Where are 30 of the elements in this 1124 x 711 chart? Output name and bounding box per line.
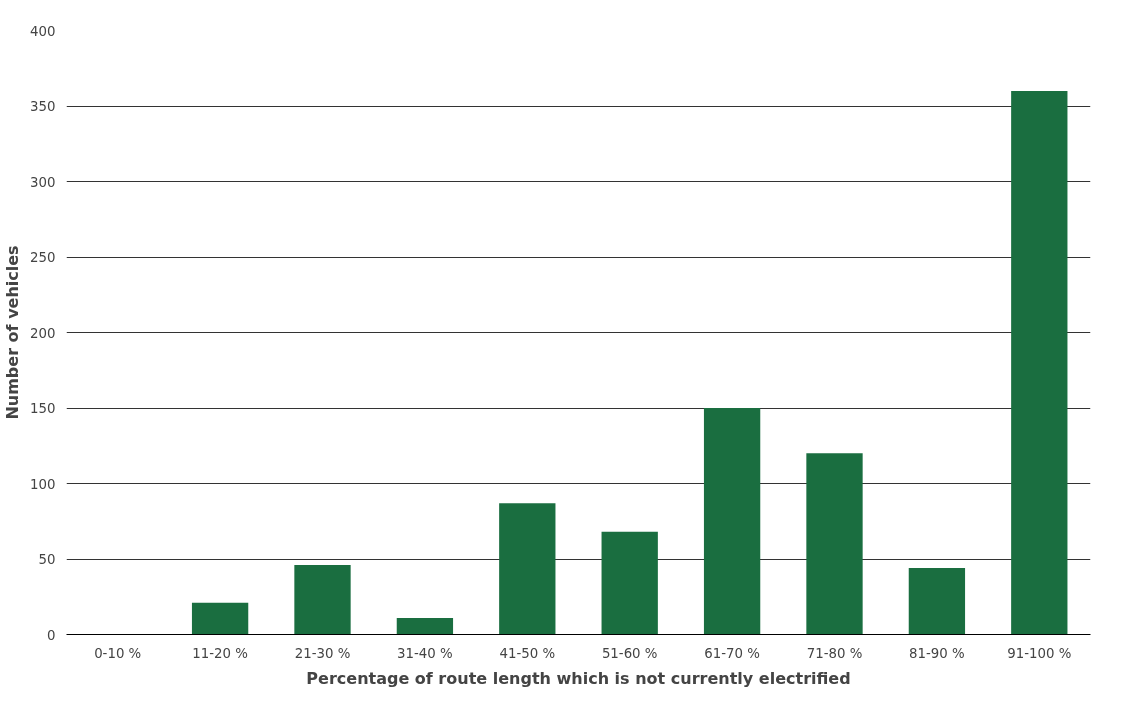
- y-tick-label: 100: [30, 476, 56, 492]
- bar: [908, 568, 966, 635]
- x-tick-label: 31-40 %: [397, 645, 453, 661]
- y-tick-label: 200: [30, 325, 56, 341]
- y-tick-label: 300: [30, 174, 56, 190]
- y-tick-label: 250: [30, 250, 56, 265]
- x-axis-title: Percentage of route length which is not currently electrified: [306, 668, 851, 688]
- x-tick-label: 11-20 %: [192, 645, 248, 661]
- x-tick-label: 91-100 %: [1007, 645, 1072, 661]
- x-tick-label: 0-10 %: [94, 645, 142, 661]
- bar: [499, 503, 556, 635]
- x-tick-label: 21-30 %: [294, 645, 351, 661]
- y-axis-title: Number of vehicles: [3, 245, 23, 420]
- y-tick-label: 350: [30, 99, 56, 114]
- x-tick-label: 41-50 %: [499, 645, 556, 661]
- bar: [1011, 90, 1068, 635]
- x-tick-label: 61-70 %: [704, 645, 760, 661]
- x-tick-label: 71-80 %: [806, 645, 863, 661]
- x-tick-label: 51-60 %: [601, 645, 658, 661]
- x-tick-label: 81-90 %: [909, 645, 965, 661]
- bar: [601, 531, 658, 635]
- bar: [703, 408, 761, 635]
- bar: [294, 565, 351, 635]
- y-tick-label: 150: [30, 401, 56, 416]
- bar: [806, 453, 863, 635]
- y-tick-label: 400: [30, 23, 56, 39]
- y-tick-label: 0: [47, 627, 56, 643]
- bar: [191, 602, 249, 635]
- bar: [396, 617, 454, 635]
- y-tick-label: 50: [38, 552, 56, 567]
